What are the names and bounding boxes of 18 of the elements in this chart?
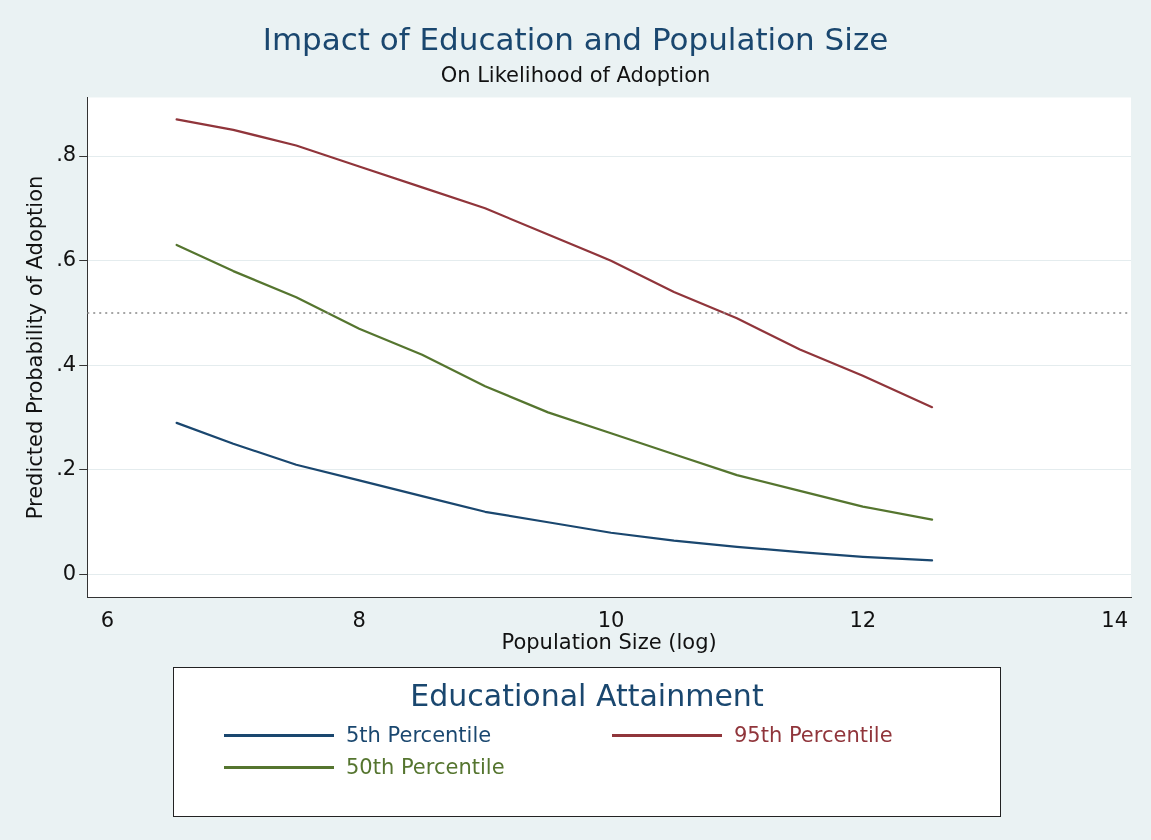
y-axis-title: Predicted Probability of Adoption — [23, 175, 48, 520]
x-tick-label: 14 — [1101, 607, 1128, 632]
text: 95th Percentile — [734, 723, 893, 747]
x-tick-label: 6 — [100, 607, 115, 632]
legend-title: Educational Attainment — [409, 678, 765, 713]
text: 5th Percentile — [346, 723, 492, 747]
chart-subtitle: On Likelihood of Adoption — [440, 63, 711, 88]
y-tick-label: .8 — [56, 142, 77, 167]
y-tick-label: .4 — [56, 351, 77, 376]
x-tick-label: 10 — [597, 607, 625, 632]
y-tick-label: .2 — [56, 456, 77, 481]
text: 50th Percentile — [346, 755, 505, 779]
y-tick-label: .6 — [56, 247, 77, 272]
y-tick-label: 0 — [62, 561, 77, 586]
x-tick-label: 12 — [849, 607, 877, 632]
chart-title: Impact of Education and Population Size — [262, 20, 889, 57]
x-axis-title: Population Size (log) — [501, 629, 717, 654]
x-tick-label: 8 — [352, 607, 366, 632]
